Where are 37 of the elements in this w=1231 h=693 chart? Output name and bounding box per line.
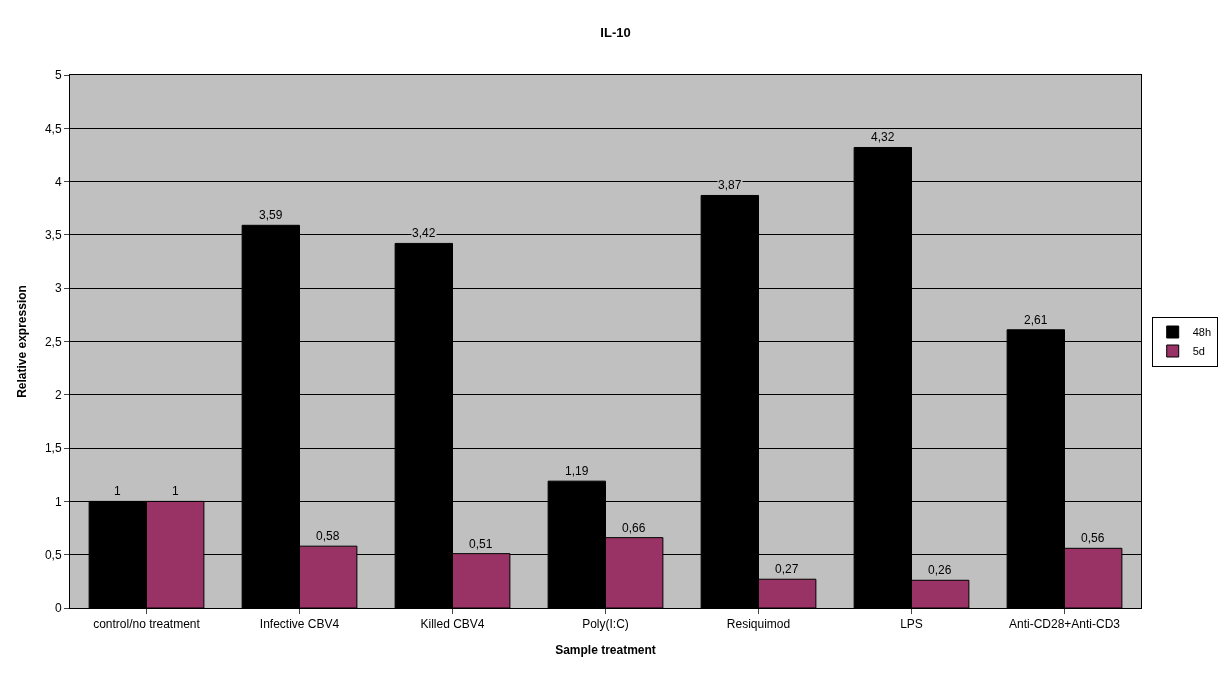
data-label: 3,42 — [412, 226, 436, 240]
y-tick-label: 2 — [54, 388, 62, 402]
x-tick-label: Killed CBV4 — [420, 617, 485, 632]
y-tick-label: 0 — [54, 601, 62, 616]
y-axis-title: Relative expression — [15, 285, 30, 398]
x-tick-label: LPS — [900, 617, 923, 632]
legend-label: 5d — [1192, 345, 1205, 358]
y-tick-label: 4,5 — [44, 121, 62, 136]
legend-label: 48h — [1192, 326, 1212, 339]
data-label: 2,61 — [1024, 313, 1048, 327]
data-label: 1 — [114, 484, 121, 498]
data-label: 0,27 — [775, 562, 799, 576]
y-tick-label: 3,5 — [44, 228, 62, 243]
x-tick-label: Anti-CD28+Anti-CD3 — [1008, 617, 1121, 632]
data-label: 0,56 — [1081, 531, 1105, 545]
x-tick-label: control/no treatment — [93, 617, 201, 632]
data-label: 0,51 — [469, 537, 493, 551]
data-label: 4,32 — [871, 130, 895, 144]
data-label: 0,58 — [316, 529, 340, 543]
data-label: 1,19 — [565, 464, 589, 478]
data-label: 3,59 — [259, 208, 283, 222]
data-label: 3,87 — [718, 178, 742, 192]
chart-title: IL-10 — [600, 24, 631, 40]
y-tick-label: 4 — [54, 174, 62, 189]
y-tick-label: 3 — [54, 281, 62, 296]
data-label: 1 — [172, 484, 179, 498]
x-axis-title: Sample treatment — [555, 643, 656, 658]
y-tick-label: 0,5 — [44, 547, 62, 562]
x-tick-label: Infective CBV4 — [259, 617, 340, 632]
y-tick-label: 1,5 — [44, 441, 62, 456]
y-tick-label: 5 — [54, 68, 62, 83]
data-label: 0,26 — [928, 563, 952, 577]
x-tick-label: Resiquimod — [726, 617, 791, 632]
y-tick-label: 1 — [54, 494, 62, 509]
y-tick-label: 2,5 — [44, 334, 62, 349]
data-label: 0,66 — [622, 521, 646, 535]
x-tick-label: Poly(I:C) — [582, 617, 629, 632]
